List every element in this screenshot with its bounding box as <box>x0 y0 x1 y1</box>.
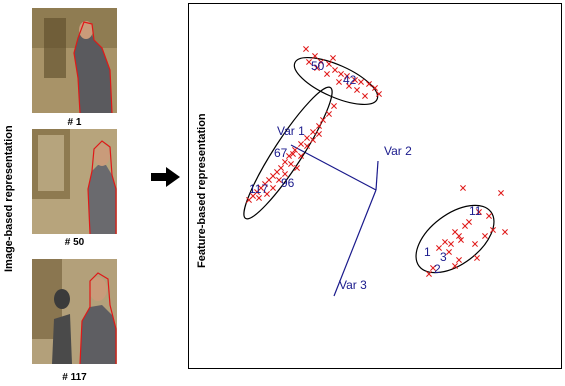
point-label-67: 67 <box>274 146 288 160</box>
data-point-marker <box>318 59 324 65</box>
data-point-marker <box>270 185 276 191</box>
frame-1-caption: # 1 <box>67 117 82 128</box>
data-point-marker <box>352 77 358 83</box>
data-point-marker <box>366 81 372 87</box>
frame-1-image <box>32 8 117 113</box>
data-point-marker <box>460 185 466 191</box>
data-point-marker <box>310 129 316 135</box>
ellipse-cluster-top <box>293 56 379 106</box>
data-point-marker <box>264 191 270 197</box>
frame-50-image <box>32 129 117 234</box>
data-point-marker <box>294 165 300 171</box>
image-representation-label: Image-based representation <box>3 125 15 272</box>
data-point-marker <box>482 233 488 239</box>
data-point-marker <box>314 65 320 71</box>
data-point-marker <box>330 55 336 61</box>
data-point-marker <box>298 141 304 147</box>
data-point-marker <box>331 103 337 109</box>
data-point-marker <box>490 227 496 233</box>
video-frame-1 <box>32 8 117 113</box>
frame-117-caption: # 117 <box>62 372 87 383</box>
point-label-50: 50 <box>311 59 325 73</box>
data-point-marker <box>472 241 478 247</box>
data-point-marker <box>498 190 504 196</box>
data-point-marker <box>290 151 296 157</box>
cluster-ellipses <box>243 56 495 274</box>
data-point-marker <box>338 71 344 77</box>
point-label-3: 3 <box>440 250 447 264</box>
data-point-marker <box>336 79 342 85</box>
variable-axes <box>290 144 379 297</box>
data-point-marker <box>316 131 322 137</box>
data-point-marker <box>458 237 464 243</box>
data-point-marker <box>346 83 352 89</box>
data-point-marker <box>486 213 492 219</box>
data-point-marker <box>312 53 318 59</box>
var3-axis-line <box>333 189 377 297</box>
video-frame-117 <box>32 259 117 364</box>
data-point-marker <box>436 245 442 251</box>
data-point-marker <box>276 177 282 183</box>
data-point-marker <box>362 93 368 99</box>
data-point-marker <box>376 91 382 97</box>
right-arrow-icon <box>151 166 181 193</box>
data-point-marker <box>310 137 316 143</box>
ellipse-cluster-left <box>243 86 333 220</box>
data-point-marker <box>304 143 310 149</box>
data-point-marker <box>456 257 462 263</box>
data-point-marker <box>332 67 338 73</box>
data-point-marker <box>306 59 312 65</box>
point-label-96: 96 <box>281 176 295 190</box>
feature-space-plot: Var 1 Var 2 Var 3 50 42 67 117 96 11 1 3… <box>243 46 508 297</box>
feature-space-panel: Var 1 Var 2 Var 3 50 42 67 117 96 11 1 3… <box>188 3 562 369</box>
data-point-marker <box>448 241 454 247</box>
data-point-marker <box>303 46 309 52</box>
data-point-marker <box>502 229 508 235</box>
data-point-marker <box>282 159 288 165</box>
data-point-marker <box>344 73 350 79</box>
ellipse-cluster-right <box>415 204 495 274</box>
data-point-marker <box>320 117 326 123</box>
data-point-marker <box>326 111 332 117</box>
data-point-marker <box>288 161 294 167</box>
data-point-marker <box>426 271 432 277</box>
data-point-marker <box>446 249 452 255</box>
var3-label: Var 3 <box>339 278 367 292</box>
data-point-marker <box>324 71 330 77</box>
data-point-marker <box>282 171 288 177</box>
data-point-marker <box>316 123 322 129</box>
point-label-2: 2 <box>434 262 441 276</box>
data-point-marker <box>326 61 332 67</box>
var1-label: Var 1 <box>277 124 305 138</box>
data-point-marker <box>304 135 310 141</box>
data-markers <box>246 46 508 277</box>
data-point-marker <box>442 239 448 245</box>
data-point-marker <box>298 153 304 159</box>
data-point-marker <box>372 85 378 91</box>
point-label-11: 11 <box>469 204 482 218</box>
frame-50-caption: # 50 <box>64 237 85 248</box>
data-point-marker <box>456 233 462 239</box>
point-label-117: 117 <box>249 182 268 196</box>
data-point-marker <box>358 79 364 85</box>
data-point-marker <box>286 153 292 159</box>
data-point-marker <box>462 223 468 229</box>
data-point-marker <box>292 147 298 153</box>
data-point-marker <box>246 197 252 203</box>
point-label-42: 42 <box>343 73 357 87</box>
data-point-marker <box>354 87 360 93</box>
var2-axis-line <box>375 160 379 191</box>
video-frame-50 <box>32 129 117 234</box>
data-point-marker <box>430 265 436 271</box>
point-label-1: 1 <box>424 245 431 259</box>
data-point-marker <box>256 195 262 201</box>
data-point-marker <box>452 263 458 269</box>
frame-117-image <box>32 259 117 364</box>
var2-label: Var 2 <box>384 144 412 158</box>
data-point-marker <box>476 209 482 215</box>
var1-axis-line <box>290 144 377 191</box>
data-point-marker <box>474 255 480 261</box>
